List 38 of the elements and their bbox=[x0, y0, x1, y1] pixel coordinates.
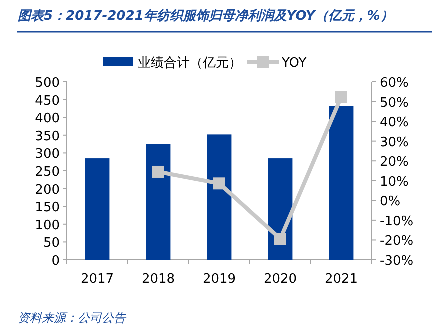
point bbox=[214, 178, 226, 190]
y2-tick-label: 50% bbox=[380, 96, 409, 111]
y-tick-label: 150 bbox=[35, 200, 60, 216]
bar bbox=[146, 144, 171, 260]
x-tick-label: 2018 bbox=[142, 272, 176, 287]
y2-tick-label: 30% bbox=[380, 135, 409, 150]
y-tick-label: 350 bbox=[35, 129, 60, 144]
x-tick-label: 2019 bbox=[202, 272, 236, 287]
bar bbox=[329, 106, 354, 260]
y2-tick-label: -10% bbox=[380, 214, 414, 230]
y-tick-label: 250 bbox=[35, 165, 60, 180]
y-tick-label: 400 bbox=[35, 112, 60, 127]
y-tick-label: 450 bbox=[35, 94, 60, 109]
x-tick-label: 2017 bbox=[80, 272, 114, 287]
legend-label: 业绩合计（亿元） bbox=[138, 56, 242, 71]
chart-title: 图表5：2017-2021年纺织服饰归母净利润及YOY（亿元，%） bbox=[18, 8, 394, 24]
y2-tick-label: 60% bbox=[380, 76, 409, 91]
y2-tick-label: -30% bbox=[380, 254, 414, 269]
y2-tick-label: 0% bbox=[380, 194, 401, 210]
legend-label: YOY bbox=[281, 56, 307, 71]
bar bbox=[207, 134, 232, 260]
y-tick-label: 200 bbox=[35, 182, 60, 198]
point bbox=[274, 233, 286, 246]
point bbox=[336, 91, 348, 104]
point bbox=[152, 166, 164, 178]
y-tick-label: 50 bbox=[43, 236, 60, 252]
text: 资料来源：公司公告 bbox=[18, 311, 127, 325]
y2-tick-label: -20% bbox=[380, 234, 414, 250]
y2-tick-label: 40% bbox=[380, 116, 409, 131]
y-tick-label: 500 bbox=[35, 76, 60, 91]
y-tick-label: 0 bbox=[52, 254, 60, 269]
y2-tick-label: 10% bbox=[380, 174, 409, 190]
bar bbox=[85, 158, 110, 260]
x-tick-label: 2021 bbox=[324, 272, 358, 287]
y2-tick-label: 20% bbox=[380, 155, 409, 170]
y-tick-label: 100 bbox=[35, 218, 60, 234]
x-tick-label: 2020 bbox=[264, 272, 298, 287]
y-tick-label: 300 bbox=[35, 147, 60, 162]
